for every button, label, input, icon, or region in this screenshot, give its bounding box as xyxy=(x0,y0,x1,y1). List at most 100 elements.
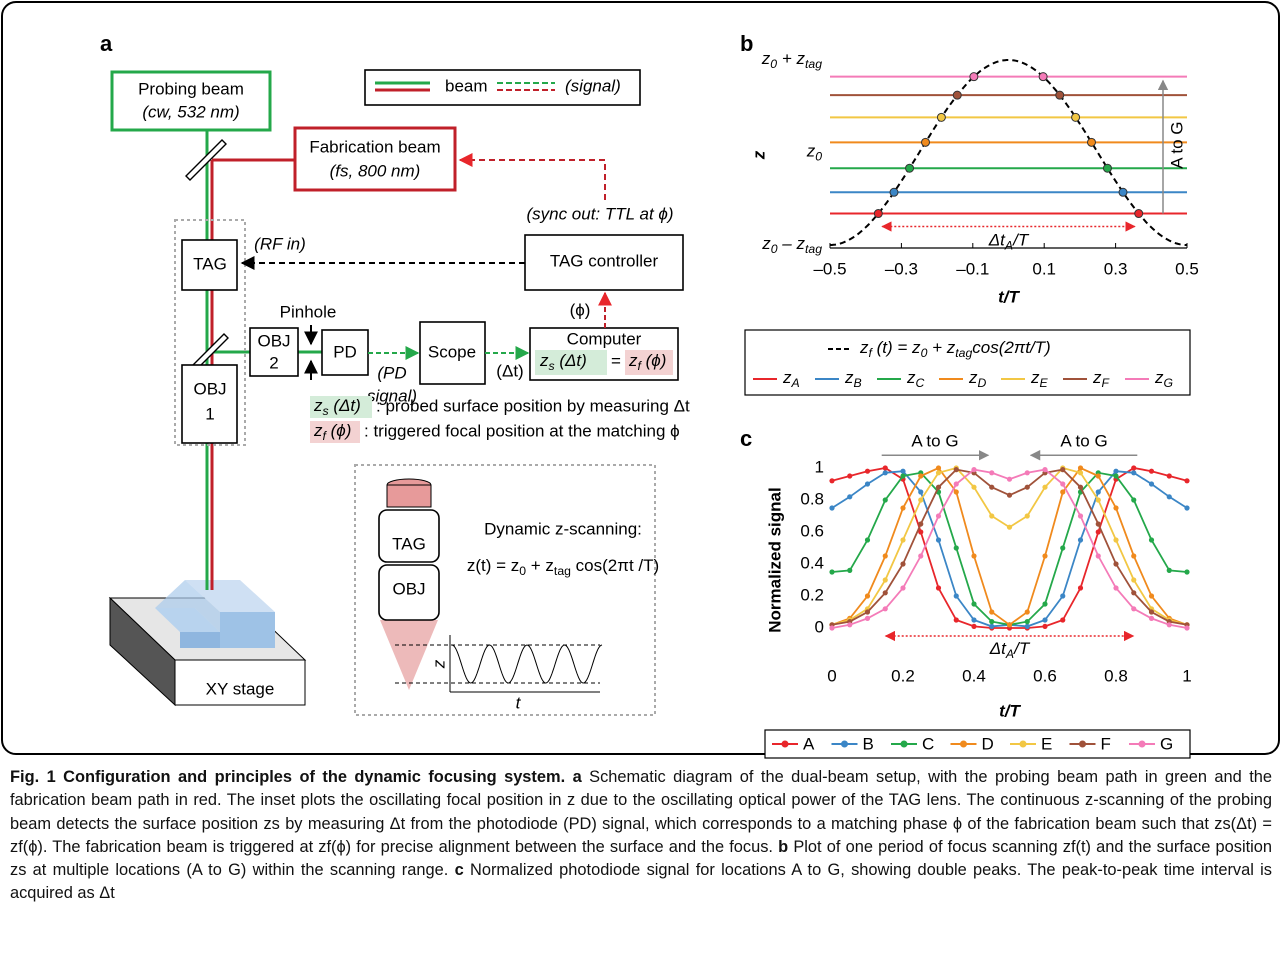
data-point xyxy=(1166,622,1172,628)
legend-label: B xyxy=(863,734,874,753)
sample xyxy=(155,608,220,632)
data-point xyxy=(918,553,924,559)
intersection xyxy=(1086,137,1096,147)
text-part: z xyxy=(628,351,638,370)
data-point xyxy=(1131,606,1137,612)
text-part: Δt xyxy=(988,231,1006,250)
text-part: B xyxy=(854,376,862,390)
y-tick-label: z0 xyxy=(806,142,823,164)
note-text: : triggered focal position at the matchi… xyxy=(364,421,680,440)
box-label: TAG controller xyxy=(550,251,659,270)
text-part: A xyxy=(1004,239,1013,253)
data-point xyxy=(1060,545,1066,551)
signal-label: (ϕ) xyxy=(570,300,591,319)
data-point xyxy=(882,497,888,503)
data-point xyxy=(1077,465,1084,471)
text-part: (t) = z xyxy=(872,339,921,358)
data-point xyxy=(847,494,853,500)
sample xyxy=(180,632,220,648)
text-part: F xyxy=(1102,376,1111,390)
text-part: 0 xyxy=(770,57,777,71)
inset-tag xyxy=(378,509,440,563)
box-label: Computer xyxy=(567,329,642,348)
data-point xyxy=(1131,590,1137,596)
text-part: cos(2πt/T) xyxy=(972,339,1050,358)
module-box xyxy=(174,219,246,446)
data-point xyxy=(1024,484,1030,490)
data-point xyxy=(882,553,888,559)
signal-label: (Δt) xyxy=(496,361,523,380)
box-label: Probing beam xyxy=(138,79,244,98)
sample xyxy=(155,580,220,632)
legend-dot xyxy=(960,740,967,748)
data-point xyxy=(1131,465,1137,471)
figure-frame xyxy=(1,1,1280,755)
legend-label: zD xyxy=(968,368,987,390)
data-point xyxy=(1166,494,1172,500)
data-point xyxy=(900,473,906,479)
y-tick-label: 0.2 xyxy=(800,585,824,604)
legend-label: F xyxy=(1101,734,1111,753)
y-tick-label: 0.6 xyxy=(800,521,824,540)
intersection xyxy=(873,209,883,219)
data-point xyxy=(864,615,871,622)
data-point xyxy=(1006,622,1013,628)
text-part: + z xyxy=(526,557,554,576)
data-point xyxy=(900,468,906,474)
data-point xyxy=(1077,513,1084,519)
text-part: z xyxy=(844,368,854,387)
data-point xyxy=(953,593,959,599)
text-part: A xyxy=(791,376,800,390)
intersection xyxy=(936,112,946,122)
annotation: ΔtA/T xyxy=(988,231,1030,253)
data-point xyxy=(829,625,835,631)
data-point xyxy=(989,513,995,519)
data-point xyxy=(1042,617,1048,623)
legend-label: zf (t) = z0 + ztagcos(2πt/T) xyxy=(859,338,1051,360)
caption-text: Plot of one period of focus scanning zf(… xyxy=(10,837,1273,880)
text-part: f xyxy=(869,346,874,360)
data-point xyxy=(1060,617,1066,623)
x-tick-label: 0.5 xyxy=(1175,259,1199,278)
caption-text: Normalized photodiode signal for locatio… xyxy=(10,861,1273,903)
data-point xyxy=(1060,593,1066,599)
legend-dot xyxy=(900,740,908,748)
text-part: G xyxy=(1164,376,1174,390)
legend-label: zB xyxy=(844,368,862,390)
data-point xyxy=(1113,468,1119,474)
stage-label: XY stage xyxy=(206,679,275,698)
text-part: tag xyxy=(805,242,822,256)
data-point xyxy=(1042,484,1048,490)
data-point xyxy=(953,489,959,495)
box-label: OBJ xyxy=(193,379,226,398)
box-label: TAG xyxy=(193,254,227,273)
signal-label: (sync out: TTL at ϕ) xyxy=(526,204,673,223)
data-point xyxy=(900,561,906,567)
legend-label: E xyxy=(1041,734,1052,753)
text-part: tag xyxy=(955,346,972,360)
text-part: /T xyxy=(1012,231,1030,250)
legend-label: zC xyxy=(906,368,925,390)
legend-label: zG xyxy=(1154,368,1173,390)
data-point xyxy=(1077,585,1084,591)
data-point xyxy=(864,481,871,487)
data-point xyxy=(1095,473,1101,479)
text-part: z xyxy=(761,49,771,68)
text-part: z xyxy=(1092,368,1102,387)
data-point xyxy=(971,617,977,623)
text-part: Δt xyxy=(989,639,1007,658)
text-part: z xyxy=(313,396,323,415)
data-point xyxy=(953,467,959,473)
box-label: (fs, 800 nm) xyxy=(330,161,421,180)
data-point xyxy=(1060,467,1066,473)
x-tick-label: 0.6 xyxy=(1033,666,1057,685)
data-point xyxy=(1006,492,1013,498)
data-point xyxy=(1095,553,1101,559)
legend-dot xyxy=(1138,740,1146,748)
lens-top xyxy=(386,484,432,508)
text-part: 0 xyxy=(519,564,526,578)
data-point xyxy=(900,537,906,543)
legend-label: (signal) xyxy=(565,76,621,95)
pd-box xyxy=(321,329,369,376)
mirror xyxy=(185,139,227,181)
